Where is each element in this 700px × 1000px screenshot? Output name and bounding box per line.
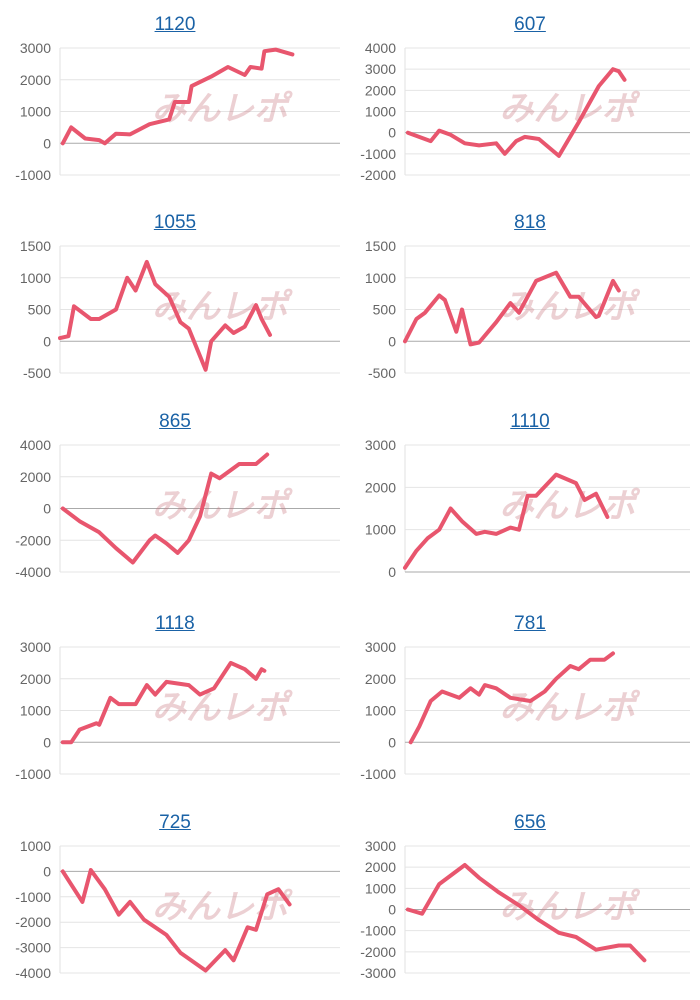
y-tick-label: -3000 — [15, 940, 51, 956]
line-chart: 3000 2000 1000 0 -1000 みんレポ — [15, 639, 340, 782]
chart-title-link[interactable]: 656 — [514, 812, 546, 833]
y-tick-label: 3000 — [365, 639, 396, 655]
y-tick-label: 0 — [43, 863, 51, 879]
y-tick-label: 1500 — [20, 238, 51, 254]
y-tick-label: -500 — [368, 365, 396, 381]
chart-panel: 3000 2000 1000 0 -1000 みんレポ 1118 — [0, 599, 350, 799]
y-tick-label: -2000 — [15, 914, 51, 930]
y-tick-label: 0 — [388, 902, 396, 918]
y-tick-label: 4000 — [20, 437, 51, 453]
y-tick-label: -4000 — [15, 564, 51, 580]
y-tick-label: 1000 — [20, 270, 51, 286]
y-tick-label: -1000 — [15, 766, 51, 782]
y-tick-label: 2000 — [365, 859, 396, 875]
line-chart: 3000 2000 1000 0 -1000 みんレポ — [15, 40, 340, 183]
y-tick-label: 0 — [43, 734, 51, 750]
y-tick-label: 4000 — [365, 40, 396, 56]
y-tick-label: 2000 — [20, 671, 51, 687]
chart-panel: 1500 1000 500 0 -500 みんレポ 1055 — [0, 198, 350, 398]
y-tick-label: -4000 — [15, 965, 51, 981]
y-tick-label: 2000 — [20, 469, 51, 485]
y-tick-label: 3000 — [365, 437, 396, 453]
y-tick-label: 1000 — [20, 104, 51, 120]
y-tick-label: -2000 — [360, 944, 396, 960]
y-tick-label: -1000 — [360, 766, 396, 782]
chart-title-link[interactable]: 1055 — [153, 212, 197, 233]
chart-panel: 3000 2000 1000 0 -1000 みんレポ 1120 — [0, 0, 350, 200]
series-line — [60, 47, 295, 146]
chart-title-link[interactable]: 865 — [159, 411, 191, 432]
y-tick-label: 2000 — [365, 479, 396, 495]
watermark-logo: みんレポ — [152, 90, 293, 128]
chart-title-link[interactable]: 725 — [159, 812, 191, 833]
y-tick-label: -3000 — [360, 965, 396, 981]
y-tick-label: 2000 — [365, 671, 396, 687]
y-tick-label: 2000 — [20, 72, 51, 88]
y-tick-label: 3000 — [20, 40, 51, 56]
chart-panel: 3000 2000 1000 0 -1000 みんレポ 781 — [350, 599, 700, 799]
y-tick-label: -1000 — [15, 167, 51, 183]
y-tick-label: 1000 — [365, 104, 396, 120]
chart-title-link[interactable]: 1120 — [154, 14, 196, 35]
chart-panel: 4000 2000 0 -2000 -4000 みんレポ 865 — [0, 397, 350, 597]
watermark-logo: みんレポ — [500, 90, 641, 128]
y-tick-label: 0 — [388, 734, 396, 750]
chart-panel: 4000 3000 2000 1000 0 -1000 -2000 みんレポ 607 — [350, 0, 700, 200]
y-tick-label: 0 — [388, 125, 396, 141]
y-tick-label: 3000 — [365, 61, 396, 77]
line-chart: 4000 3000 2000 1000 0 -1000 -2000 みんレポ — [360, 40, 690, 183]
chart-panel: 3000 2000 1000 0 -1000 -2000 -3000 みんレポ 656 — [350, 798, 700, 998]
y-tick-label: 1000 — [365, 522, 396, 538]
y-tick-label: -1000 — [360, 923, 396, 939]
chart-panel: 3000 2000 1000 0 みんレポ 1110 — [350, 397, 700, 597]
y-tick-label: -2000 — [15, 532, 51, 548]
y-tick-label: 0 — [43, 333, 51, 349]
chart-title-link[interactable]: 818 — [514, 212, 546, 233]
y-tick-label: 500 — [373, 302, 397, 318]
y-tick-label: 2000 — [365, 82, 396, 98]
chart-panel: 1500 1000 500 0 -500 みんレポ 818 — [350, 198, 700, 398]
y-tick-label: 1000 — [365, 880, 396, 896]
y-tick-label: 1000 — [365, 703, 396, 719]
y-tick-label: 0 — [388, 333, 396, 349]
y-tick-label: 1500 — [365, 238, 396, 254]
y-tick-label: -2000 — [360, 167, 396, 183]
y-tick-label: -1000 — [360, 146, 396, 162]
y-tick-label: 0 — [43, 501, 51, 517]
y-tick-label: 1000 — [20, 703, 51, 719]
watermark-logo: みんレポ — [152, 487, 293, 525]
y-tick-label: -500 — [23, 365, 51, 381]
series-line — [403, 270, 621, 347]
y-tick-label: 3000 — [20, 639, 51, 655]
chart-title-link[interactable]: 607 — [514, 14, 546, 35]
y-tick-label: 1000 — [20, 838, 51, 854]
line-chart: 4000 2000 0 -2000 -4000 みんレポ — [15, 437, 340, 580]
line-chart: 3000 2000 1000 0 -1000 みんレポ — [360, 639, 690, 782]
chart-panel: 1000 0 -1000 -2000 -3000 -4000 みんレポ 725 — [0, 798, 350, 998]
series-line — [60, 452, 270, 565]
y-tick-label: 0 — [388, 564, 396, 580]
series-line — [403, 472, 610, 570]
y-tick-label: 1000 — [365, 270, 396, 286]
watermark-logo: みんレポ — [152, 689, 293, 727]
y-tick-label: 3000 — [365, 838, 396, 854]
chart-title-link[interactable]: 781 — [514, 613, 546, 634]
watermark-logo: みんレポ — [500, 689, 641, 727]
y-tick-label: 0 — [43, 135, 51, 151]
y-tick-label: 500 — [28, 302, 52, 318]
y-tick-label: -1000 — [15, 889, 51, 905]
series-line — [405, 863, 647, 963]
series-line — [408, 651, 615, 745]
chart-title-link[interactable]: 1110 — [510, 411, 550, 432]
chart-title-link[interactable]: 1118 — [155, 613, 195, 634]
